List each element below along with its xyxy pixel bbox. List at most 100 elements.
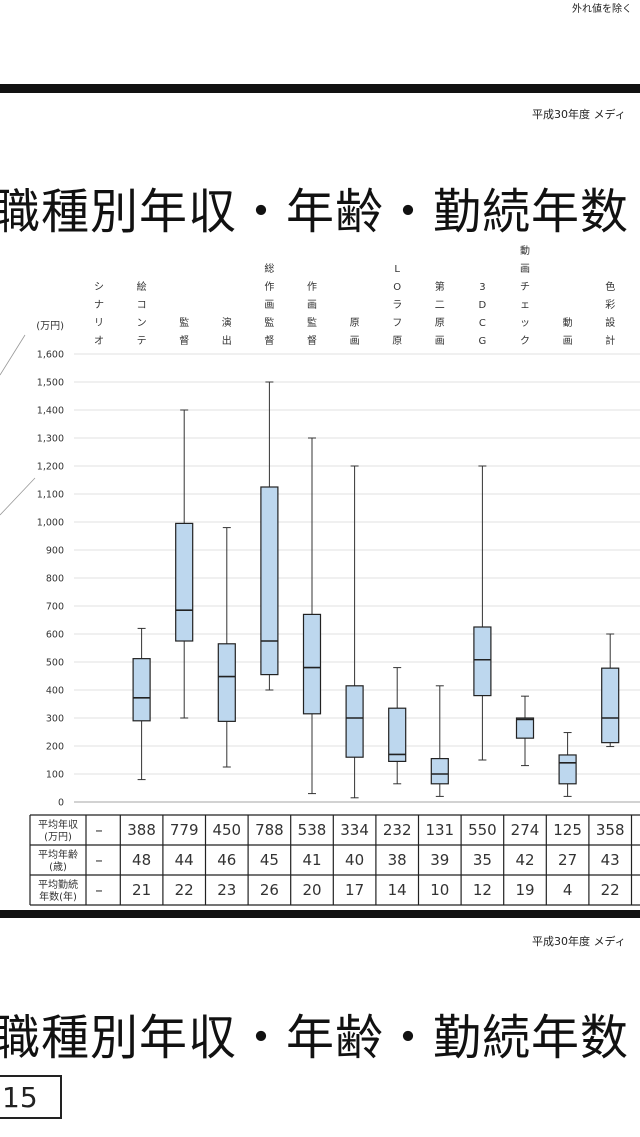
box-絵コンテ: [132, 627, 151, 781]
x-tick-label: ン: [137, 318, 147, 329]
box-3DCG: [473, 465, 492, 761]
y-tick-label: 1,000: [37, 518, 64, 529]
table-cell: 40: [345, 851, 364, 869]
decor-line: [0, 477, 36, 516]
top-note: 外れ値を除く: [572, 4, 632, 15]
table-row-header: 平均年収: [38, 818, 78, 831]
iqr-box: [430, 757, 449, 785]
iqr-box: [388, 707, 407, 763]
x-tick-label: 計: [605, 334, 615, 347]
iqr-box: [345, 685, 364, 758]
second-slide-title: 職種別年収・年齢・勤続年数: [0, 1010, 630, 1066]
table-cell: 22: [175, 881, 194, 899]
header-note: 平成30年度 メディ: [532, 108, 626, 121]
x-tick-label: 絵: [137, 280, 147, 293]
iqr-box: [217, 643, 236, 722]
box-総作画監督: [260, 381, 279, 691]
iqr-box: [558, 754, 577, 785]
y-tick-label: 200: [46, 742, 64, 753]
x-tick-label: 原: [435, 317, 445, 329]
table-cell: 14: [388, 881, 407, 899]
x-tick-label: 総: [264, 262, 274, 275]
x-tick-label: 出: [222, 334, 232, 347]
x-tick-label: オ: [94, 335, 104, 347]
x-tick-label: 画: [435, 336, 445, 347]
y-tick-label: 700: [46, 602, 64, 613]
table-cell: 42: [515, 851, 534, 869]
y-tick-label: 800: [46, 574, 64, 585]
table-cell: 125: [553, 821, 582, 839]
table-cell: 19: [515, 881, 534, 899]
table-cell: 10: [430, 881, 449, 899]
table-cell: 232: [383, 821, 412, 839]
table-cell: 131: [425, 821, 454, 839]
table-cell: 22: [601, 881, 620, 899]
box-演出: [217, 527, 236, 768]
table-cell: 334: [340, 821, 369, 839]
table-cell: 46: [217, 851, 236, 869]
y-tick-label: 0: [58, 798, 64, 809]
y-tick-label: 600: [46, 630, 64, 641]
iqr-box: [601, 667, 620, 744]
x-tick-label: 督: [307, 334, 317, 347]
x-tick-label: ク: [520, 335, 530, 347]
x-tick-label: ナ: [94, 299, 104, 311]
x-tick-label: フ: [392, 318, 402, 329]
box-動画: [558, 732, 577, 797]
x-tick-label: 監: [264, 316, 274, 329]
iqr-box: [175, 522, 194, 642]
x-tick-label: チ: [520, 281, 530, 293]
x-tick-label: 督: [264, 334, 274, 347]
y-tick-label: 300: [46, 714, 64, 725]
y-axis-label: (万円): [36, 321, 64, 332]
x-tick-label: 監: [307, 316, 317, 329]
x-tick-label: 画: [520, 264, 530, 275]
table-cell: 17: [345, 881, 364, 899]
page-number: 15: [0, 1075, 62, 1119]
table-cell: –: [95, 821, 103, 839]
x-tick-label: 動: [520, 244, 530, 257]
x-tick-label: 督: [179, 334, 189, 347]
table-row-header: (万円): [44, 832, 72, 843]
slide-title: 職種別年収・年齢・勤続年数: [0, 184, 630, 240]
table-cell: 23: [217, 881, 236, 899]
y-tick-label: 1,500: [37, 378, 64, 389]
y-tick-label: 1,300: [37, 434, 64, 445]
table-cell: 388: [127, 821, 156, 839]
iqr-box: [302, 613, 322, 715]
table-cell: 4: [563, 881, 573, 899]
x-tick-label: O: [393, 282, 401, 293]
iqr-box: [132, 658, 151, 722]
x-tick-label: 動: [563, 316, 573, 329]
x-tick-label: 原: [392, 335, 402, 347]
table-cell: 43: [601, 851, 620, 869]
y-tick-label: 100: [46, 770, 64, 781]
table-cell: 550: [468, 821, 497, 839]
table-cell: 788: [255, 821, 284, 839]
y-tick-label: 1,600: [37, 350, 64, 361]
table-row-header: (歳): [49, 861, 67, 873]
table-cell: 21: [132, 881, 151, 899]
iqr-box: [473, 626, 492, 697]
table-cell: 12: [473, 881, 492, 899]
iqr-box: [260, 486, 279, 676]
x-tick-label: G: [479, 336, 487, 347]
y-tick-label: 500: [46, 658, 64, 669]
box-作画監督: [302, 437, 322, 795]
x-tick-label: 演: [222, 316, 232, 329]
x-tick-label: ェ: [520, 300, 530, 311]
x-tick-label: 彩: [605, 299, 615, 311]
table-cell: –: [95, 881, 103, 899]
x-tick-label: シ: [94, 282, 104, 293]
box-原画: [345, 465, 364, 799]
table-row-header: 平均年齢: [38, 848, 78, 861]
y-tick-label: 1,100: [37, 490, 64, 501]
x-tick-label: 二: [435, 300, 445, 311]
y-tick-label: 900: [46, 546, 64, 557]
iqr-box: [515, 717, 535, 739]
x-tick-label: 画: [563, 336, 573, 347]
section-divider-2: [0, 910, 640, 918]
box-LOラフ原: [388, 667, 407, 785]
x-tick-label: 色: [605, 280, 615, 293]
